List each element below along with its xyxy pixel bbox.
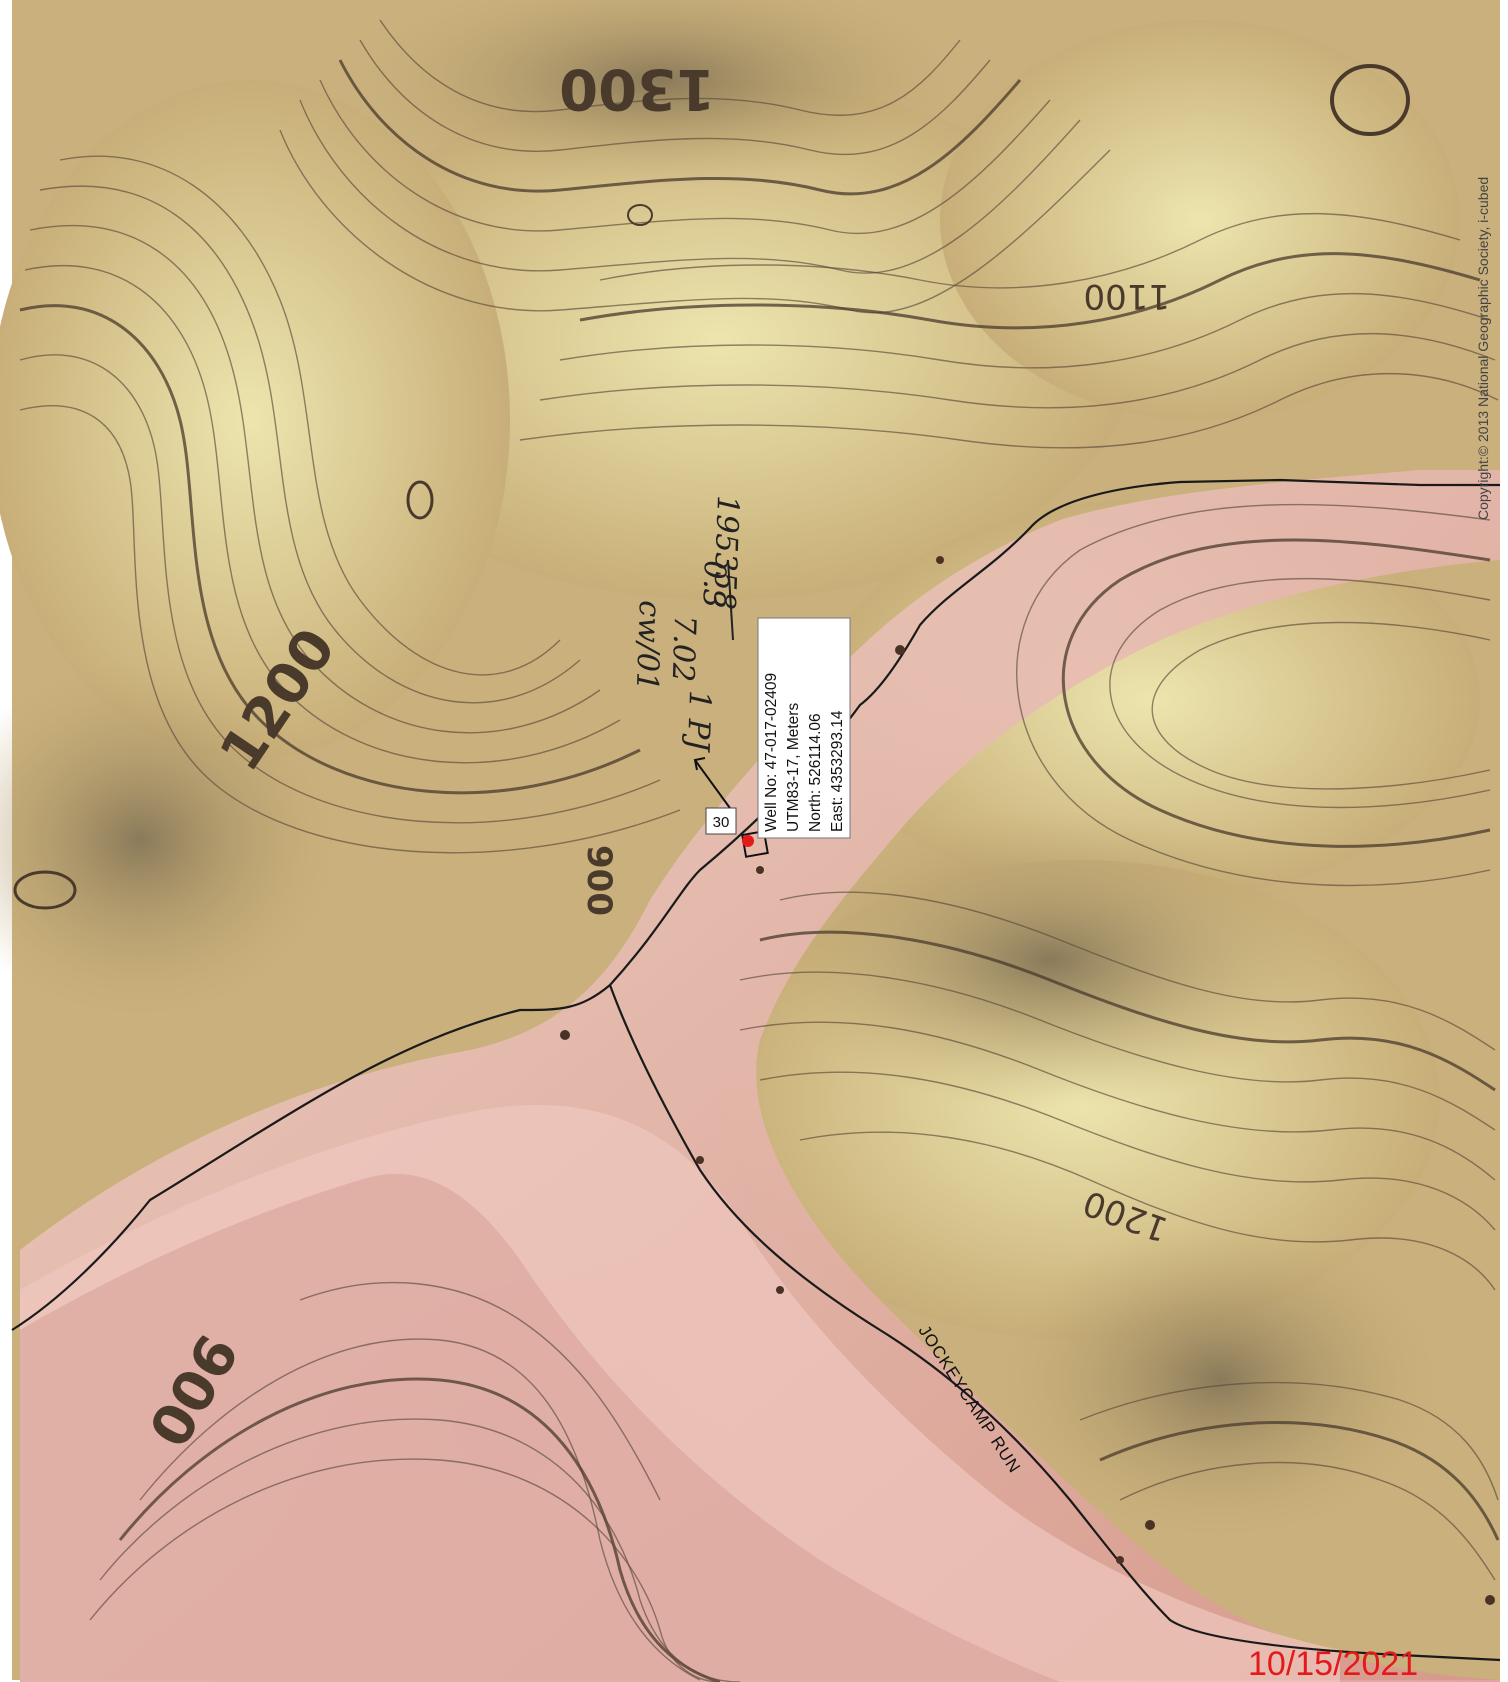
svg-text:0.3: 0.3 (695, 560, 732, 609)
creek-line (608, 984, 1501, 1662)
copyright-text: Copyright:© 2013 National Geographic Soc… (1475, 177, 1491, 520)
contour-label-1100: 1100 (1083, 276, 1170, 316)
terrain-spots (560, 556, 1495, 1605)
contour-label-900-center: 900 (579, 845, 619, 916)
svg-text:30: 30 (713, 814, 730, 831)
red-dot-icon[interactable] (742, 835, 754, 847)
well-number: Well No: 47-017-02409 (763, 673, 780, 832)
road-line (11, 478, 1500, 1331)
contour-lines (19, 19, 1500, 1682)
well-square (741, 830, 769, 858)
svg-text:cw/01: cw/01 (629, 600, 667, 692)
svg-text:195358: 195358 (706, 495, 745, 611)
well-projection: UTM83-17, Meters (785, 703, 802, 832)
handwritten-notes: 195358 0.3 7.02 cw/01 1 PJ (629, 495, 745, 754)
arrow-icon (693, 757, 736, 816)
well-info-box: Well No: 47-017-02409 UTM83-17, Meters N… (757, 617, 851, 839)
well-north: North: 526114.06 (807, 713, 824, 832)
distance-marker: 30 (705, 807, 737, 835)
svg-text:7.02: 7.02 (665, 615, 702, 683)
hilltop-ring (1330, 64, 1410, 136)
svg-text:1 PJ: 1 PJ (680, 690, 717, 754)
contour-label-1300: 1300 (559, 56, 715, 121)
well-east: East: 4353293.14 (829, 710, 846, 832)
date-stamp: 10/15/2021 (1248, 1645, 1418, 1682)
